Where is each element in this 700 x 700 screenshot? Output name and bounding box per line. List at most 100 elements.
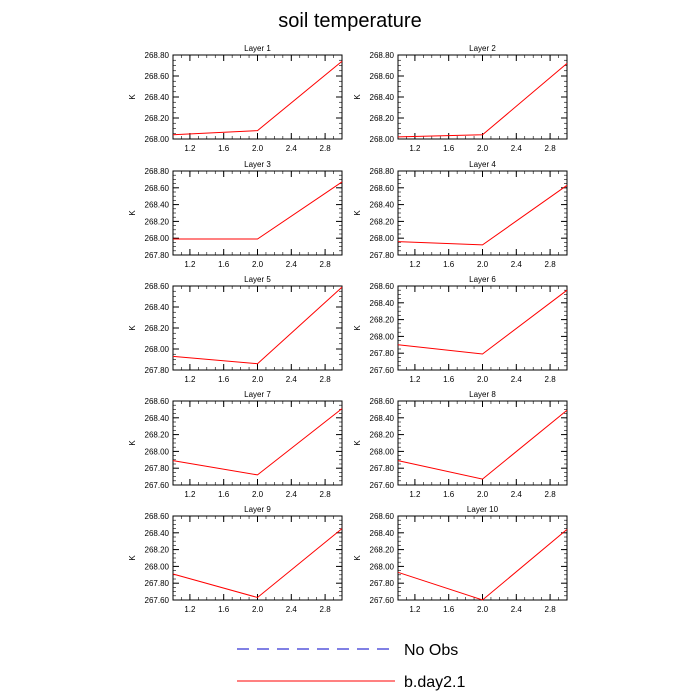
y-tick-label: 268.60 — [145, 184, 170, 193]
y-tick-label: 268.60 — [145, 72, 170, 81]
panel-title: Layer 9 — [244, 505, 271, 514]
y-tick-label: 267.60 — [370, 481, 395, 490]
panel-title: Layer 8 — [469, 390, 496, 399]
panel-title: Layer 4 — [469, 160, 496, 169]
x-tick-label: 1.6 — [218, 144, 230, 153]
x-tick-label: 1.6 — [218, 260, 230, 269]
x-tick-label: 1.2 — [409, 605, 421, 614]
x-tick-label: 1.6 — [443, 605, 455, 614]
series-line-b-day2-1 — [172, 60, 343, 136]
x-tick-label: 2.8 — [320, 260, 332, 269]
y-tick-label: 268.60 — [145, 282, 170, 291]
y-tick-label: 267.60 — [370, 596, 395, 605]
x-tick-label: 1.6 — [443, 260, 455, 269]
y-tick-label: 268.40 — [370, 529, 395, 538]
x-tick-label: 2.0 — [477, 375, 489, 384]
y-tick-label: 268.20 — [145, 217, 170, 226]
y-tick-label: 268.00 — [145, 135, 170, 144]
series-line-b-day2-1 — [397, 529, 568, 601]
y-tick-label: 268.80 — [370, 167, 395, 176]
x-tick-label: 1.2 — [409, 260, 421, 269]
x-tick-label: 2.8 — [320, 144, 332, 153]
y-tick-label: 268.40 — [145, 529, 170, 538]
x-tick-label: 1.2 — [409, 375, 421, 384]
series-line-b-day2-1 — [397, 63, 568, 138]
series-line-b-day2-1 — [172, 286, 343, 365]
panel-title: Layer 1 — [244, 44, 271, 53]
x-tick-label: 2.0 — [477, 605, 489, 614]
y-tick-label: 267.80 — [145, 366, 170, 375]
x-tick-label: 1.2 — [184, 260, 196, 269]
x-tick-label: 2.8 — [545, 490, 557, 499]
x-tick-label: 1.6 — [443, 375, 455, 384]
y-tick-label: 268.20 — [370, 217, 395, 226]
y-tick-label: 268.20 — [370, 546, 395, 555]
y-tick-label: 268.60 — [145, 397, 170, 406]
y-tick-label: 268.40 — [370, 93, 395, 102]
panel-title: Layer 3 — [244, 160, 271, 169]
panel-title: Layer 7 — [244, 390, 271, 399]
x-tick-label: 2.8 — [320, 605, 332, 614]
y-axis-label: K — [128, 325, 137, 331]
y-tick-label: 268.00 — [145, 562, 170, 571]
x-tick-label: 2.0 — [477, 490, 489, 499]
x-tick-label: 2.8 — [545, 605, 557, 614]
y-tick-label: 268.00 — [370, 562, 395, 571]
x-tick-label: 2.0 — [252, 260, 264, 269]
y-tick-label: 268.20 — [145, 114, 170, 123]
y-tick-label: 268.20 — [370, 316, 395, 325]
y-tick-label: 267.80 — [370, 251, 395, 260]
y-axis-label: K — [353, 325, 362, 331]
x-tick-label: 1.2 — [184, 605, 196, 614]
y-tick-label: 268.40 — [145, 303, 170, 312]
y-tick-label: 268.00 — [370, 332, 395, 341]
legend-model-label: b.day2.1 — [404, 674, 465, 691]
x-tick-label: 1.6 — [218, 605, 230, 614]
y-tick-label: 267.80 — [145, 464, 170, 473]
legend: No Obs b.day2.1 — [237, 642, 465, 691]
legend-no-obs-label: No Obs — [404, 642, 458, 659]
y-tick-label: 267.80 — [145, 251, 170, 260]
y-tick-label: 268.40 — [145, 93, 170, 102]
y-tick-label: 267.60 — [145, 596, 170, 605]
y-tick-label: 268.40 — [370, 414, 395, 423]
x-tick-label: 1.2 — [409, 144, 421, 153]
panel-layer-5: 1.2 1.6 2.0 2.4 2.8 267.80 268.00 268.20 268.40 2… — [128, 275, 343, 384]
y-tick-label: 268.00 — [370, 447, 395, 456]
x-tick-label: 1.6 — [443, 490, 455, 499]
x-tick-label: 2.0 — [477, 260, 489, 269]
x-tick-label: 2.8 — [545, 144, 557, 153]
series-line-b-day2-1 — [172, 528, 343, 599]
y-tick-label: 268.40 — [370, 299, 395, 308]
x-tick-label: 2.4 — [511, 605, 523, 614]
x-tick-label: 1.2 — [184, 375, 196, 384]
x-tick-label: 2.0 — [477, 144, 489, 153]
y-axis-label: K — [353, 94, 362, 100]
y-tick-label: 268.00 — [145, 447, 170, 456]
y-tick-label: 268.60 — [370, 397, 395, 406]
x-tick-label: 2.4 — [511, 375, 523, 384]
x-tick-label: 2.4 — [286, 605, 298, 614]
y-tick-label: 268.20 — [370, 431, 395, 440]
series-line-b-day2-1 — [397, 184, 568, 246]
y-tick-label: 267.60 — [145, 481, 170, 490]
x-tick-label: 1.2 — [184, 490, 196, 499]
figure-title: soil temperature — [278, 10, 421, 32]
panel-layer-6: 1.2 1.6 2.0 2.4 2.8 267.60 267.80 268.00 268.20 2… — [353, 275, 568, 384]
y-tick-label: 267.80 — [145, 579, 170, 588]
x-tick-label: 1.2 — [409, 490, 421, 499]
y-tick-label: 268.20 — [145, 546, 170, 555]
x-tick-label: 2.4 — [286, 490, 298, 499]
x-tick-label: 1.6 — [218, 490, 230, 499]
x-tick-label: 2.4 — [286, 375, 298, 384]
y-tick-label: 268.80 — [145, 51, 170, 60]
y-tick-label: 268.60 — [370, 72, 395, 81]
y-tick-label: 268.80 — [370, 51, 395, 60]
y-tick-label: 268.00 — [145, 234, 170, 243]
x-tick-label: 2.4 — [286, 144, 298, 153]
x-tick-label: 2.8 — [320, 490, 332, 499]
y-tick-label: 267.80 — [370, 464, 395, 473]
panel-layer-4: 1.2 1.6 2.0 2.4 2.8 267.80 268.00 268.20 268.40 2… — [353, 160, 568, 269]
y-tick-label: 268.20 — [145, 324, 170, 333]
